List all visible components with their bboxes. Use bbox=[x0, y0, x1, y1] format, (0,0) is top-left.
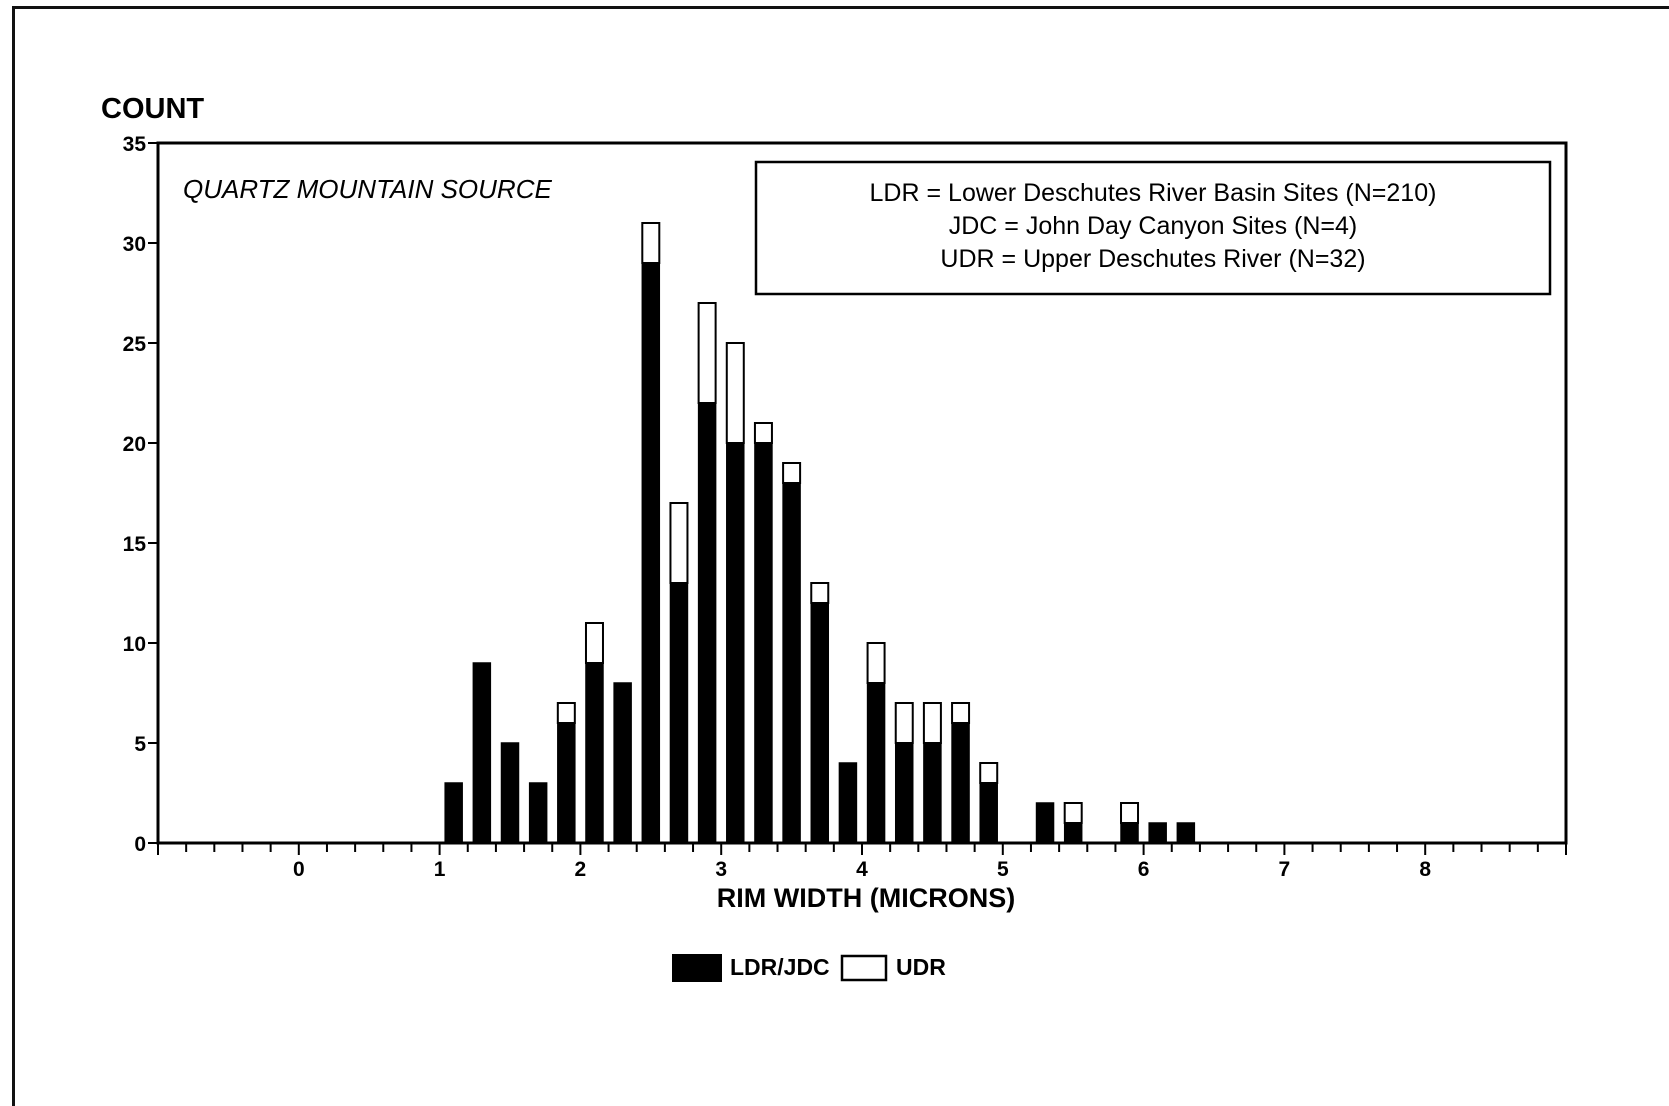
bar-ldr-jdc bbox=[613, 682, 632, 844]
bar-ldr-jdc bbox=[1176, 822, 1196, 844]
bars-group bbox=[444, 222, 1196, 844]
bar-ldr-jdc bbox=[697, 402, 717, 844]
x-axis-label: RIM WIDTH (MICRONS) bbox=[717, 883, 1015, 913]
bar-udr bbox=[1120, 802, 1140, 824]
bar-udr bbox=[753, 422, 773, 444]
bar-ldr-jdc bbox=[1035, 802, 1055, 844]
legend-label-ldr-jdc: LDR/JDC bbox=[730, 954, 830, 980]
bar-udr bbox=[866, 642, 886, 684]
bar-ldr-jdc bbox=[500, 742, 520, 844]
y-tick-label: 5 bbox=[134, 733, 146, 756]
bar-udr bbox=[951, 702, 971, 724]
chart-title: COUNT bbox=[101, 93, 204, 125]
legend-line-jdc: JDC = John Day Canyon Sites (N=4) bbox=[949, 212, 1358, 240]
bar-ldr-jdc bbox=[1120, 822, 1139, 844]
bar-ldr-jdc bbox=[754, 442, 773, 844]
x-tick-label: 2 bbox=[575, 858, 587, 881]
bar-udr bbox=[1063, 802, 1083, 824]
bar-ldr-jdc bbox=[951, 722, 970, 844]
x-axis: 0 1 2 3 4 5 6 7 8 bbox=[157, 843, 1567, 881]
bar-ldr-jdc bbox=[444, 782, 463, 844]
bar-ldr-jdc bbox=[641, 262, 661, 844]
x-tick-label: 5 bbox=[997, 858, 1009, 881]
legend-label-udr: UDR bbox=[896, 954, 946, 980]
x-tick-label: 6 bbox=[1138, 858, 1150, 881]
legend-box: LDR = Lower Deschutes River Basin Sites … bbox=[754, 160, 1552, 296]
bar-ldr-jdc bbox=[528, 782, 548, 844]
bar-ldr-jdc bbox=[1063, 822, 1083, 844]
bar-ldr-jdc bbox=[1148, 822, 1167, 844]
x-tick-label: 3 bbox=[715, 858, 727, 881]
bar-ldr-jdc bbox=[585, 662, 604, 844]
legend-line-ldr: LDR = Lower Deschutes River Basin Sites … bbox=[870, 179, 1437, 207]
bar-ldr-jdc bbox=[923, 742, 942, 844]
y-tick-label: 20 bbox=[123, 433, 146, 456]
bar-udr bbox=[725, 342, 745, 444]
y-tick-label: 15 bbox=[123, 533, 147, 556]
bar-ldr-jdc bbox=[472, 662, 492, 844]
legend-swatch-ldr-jdc bbox=[672, 954, 722, 982]
bar-ldr-jdc bbox=[726, 442, 745, 844]
y-tick-label: 10 bbox=[123, 633, 146, 656]
bar-ldr-jdc bbox=[894, 742, 914, 844]
x-tick-label: 7 bbox=[1279, 858, 1291, 881]
bar-ldr-jdc bbox=[782, 482, 801, 844]
y-tick-label: 35 bbox=[123, 133, 147, 156]
source-annotation: QUARTZ MOUNTAIN SOURCE bbox=[183, 174, 552, 204]
bar-ldr-jdc bbox=[838, 762, 858, 844]
bar-ldr-jdc bbox=[979, 782, 998, 844]
bar-udr bbox=[810, 582, 830, 604]
plot-area: QUARTZ MOUNTAIN SOURCE 0 1 2 3 4 5 6 7 8 0 5 10 15 2… bbox=[123, 133, 1568, 881]
bar-udr bbox=[697, 302, 717, 404]
bar-udr bbox=[669, 502, 689, 584]
bar-udr bbox=[782, 462, 802, 484]
x-tick-label: 8 bbox=[1419, 858, 1431, 881]
bar-udr bbox=[979, 762, 999, 784]
y-tick-label: 30 bbox=[123, 233, 146, 256]
legend-line-udr: UDR = Upper Deschutes River (N=32) bbox=[940, 245, 1365, 273]
legend-box-border bbox=[754, 160, 1552, 296]
bar-ldr-jdc bbox=[866, 682, 886, 844]
x-tick-label: 0 bbox=[293, 858, 305, 881]
bar-ldr-jdc bbox=[669, 582, 689, 844]
series-legend: LDR/JDC UDR bbox=[672, 954, 946, 982]
bar-udr bbox=[922, 702, 942, 744]
bar-udr bbox=[556, 702, 576, 724]
bar-ldr-jdc bbox=[810, 602, 830, 844]
y-tick-label: 0 bbox=[134, 833, 146, 856]
histogram-chart: COUNT QUARTZ MOUNTAIN SOURCE 0 1 2 3 4 5 6 7 8 0… bbox=[101, 93, 1568, 982]
bar-udr bbox=[641, 222, 661, 264]
chart-frame bbox=[12, 6, 1669, 1106]
y-axis: 0 5 10 15 20 25 30 35 bbox=[123, 133, 158, 856]
x-tick-label: 4 bbox=[856, 858, 868, 881]
bar-udr bbox=[584, 622, 604, 664]
y-tick-label: 25 bbox=[123, 333, 147, 356]
bar-ldr-jdc bbox=[557, 722, 576, 844]
bar-udr bbox=[894, 702, 914, 744]
legend-swatch-udr bbox=[840, 954, 888, 982]
x-tick-label: 1 bbox=[434, 858, 446, 881]
